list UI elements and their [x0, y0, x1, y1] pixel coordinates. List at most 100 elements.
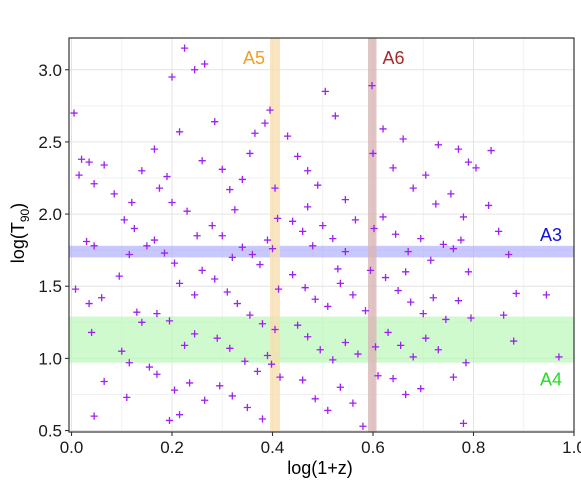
data-point — [246, 311, 254, 319]
data-point — [389, 375, 397, 383]
data-point — [341, 196, 349, 204]
data-point — [88, 328, 96, 337]
data-point — [263, 351, 272, 360]
data-point — [85, 299, 93, 308]
data-point — [289, 271, 297, 279]
data-point — [165, 416, 174, 425]
band-a5 — [269, 38, 281, 432]
data-point — [251, 129, 259, 137]
data-point — [505, 250, 513, 259]
data-point — [218, 232, 226, 240]
data-point — [276, 373, 284, 381]
x-tick-label: 0.2 — [160, 438, 184, 457]
data-point — [168, 73, 176, 81]
y-axis-title: log(T90) — [8, 203, 32, 263]
data-point — [417, 385, 425, 393]
data-point — [150, 145, 159, 153]
data-point — [128, 198, 136, 207]
data-point — [304, 333, 312, 341]
data-point — [193, 232, 201, 240]
data-point — [98, 294, 106, 302]
data-point — [459, 213, 468, 221]
data-point — [500, 311, 508, 319]
data-point — [368, 82, 376, 90]
data-point — [311, 395, 319, 403]
data-point — [168, 198, 176, 207]
data-point — [434, 141, 442, 149]
data-point — [329, 356, 337, 364]
data-point — [399, 135, 407, 143]
data-point — [233, 299, 241, 308]
data-point — [316, 346, 324, 354]
data-point — [248, 250, 257, 259]
data-point — [487, 146, 495, 155]
y-tick-label: 0.5 — [38, 422, 62, 441]
data-point — [183, 207, 191, 215]
data-point — [216, 382, 224, 390]
data-point — [246, 149, 254, 158]
data-point — [90, 412, 98, 420]
data-point — [125, 359, 133, 367]
data-point — [484, 201, 493, 210]
data-point — [464, 268, 473, 276]
data-point — [241, 357, 249, 365]
data-point — [211, 275, 219, 283]
data-point — [324, 302, 332, 311]
data-point — [449, 245, 458, 253]
x-tick-label: 0.0 — [60, 438, 84, 457]
data-point — [542, 291, 550, 299]
data-point — [226, 185, 234, 194]
data-point — [319, 222, 327, 230]
data-point — [191, 330, 199, 338]
data-point — [153, 310, 161, 318]
data-point — [75, 171, 83, 179]
data-point — [402, 268, 410, 276]
data-point — [429, 294, 437, 302]
data-point — [389, 164, 397, 172]
data-points — [70, 44, 563, 430]
data-point — [366, 266, 375, 274]
data-point — [130, 224, 138, 233]
data-point — [125, 250, 133, 259]
data-point — [289, 217, 297, 225]
data-point — [273, 214, 282, 223]
y-tick-label: 1.0 — [38, 349, 62, 368]
data-point — [311, 295, 319, 303]
data-point — [283, 132, 292, 140]
data-point — [243, 403, 251, 412]
x-tick-label: 0.8 — [462, 438, 486, 457]
data-point — [402, 390, 410, 399]
data-point — [371, 343, 380, 351]
data-point — [118, 347, 126, 355]
data-point — [434, 346, 442, 354]
data-point — [341, 247, 349, 256]
band-label-a6: A6 — [383, 48, 405, 68]
data-point — [228, 392, 236, 400]
data-point — [449, 373, 458, 381]
data-point — [261, 119, 269, 127]
data-point — [457, 236, 465, 244]
band-label-a4: A4 — [540, 370, 562, 390]
data-point — [77, 155, 86, 163]
data-point — [180, 341, 189, 350]
data-point — [274, 285, 283, 293]
data-point — [153, 370, 161, 378]
data-point — [266, 106, 274, 114]
data-point — [422, 171, 430, 179]
data-point — [409, 353, 417, 361]
data-point — [271, 325, 279, 334]
data-point — [180, 44, 189, 52]
data-point — [512, 289, 520, 298]
data-point — [165, 317, 174, 325]
data-point — [211, 118, 219, 126]
data-point — [324, 406, 332, 414]
data-point — [349, 399, 357, 407]
data-point — [309, 242, 317, 250]
y-axis-title-close: ) — [8, 203, 28, 209]
data-point — [361, 307, 370, 315]
data-point — [120, 216, 128, 224]
band-labels: A3 A4 A5 A6 — [243, 48, 562, 390]
data-point — [351, 216, 360, 224]
